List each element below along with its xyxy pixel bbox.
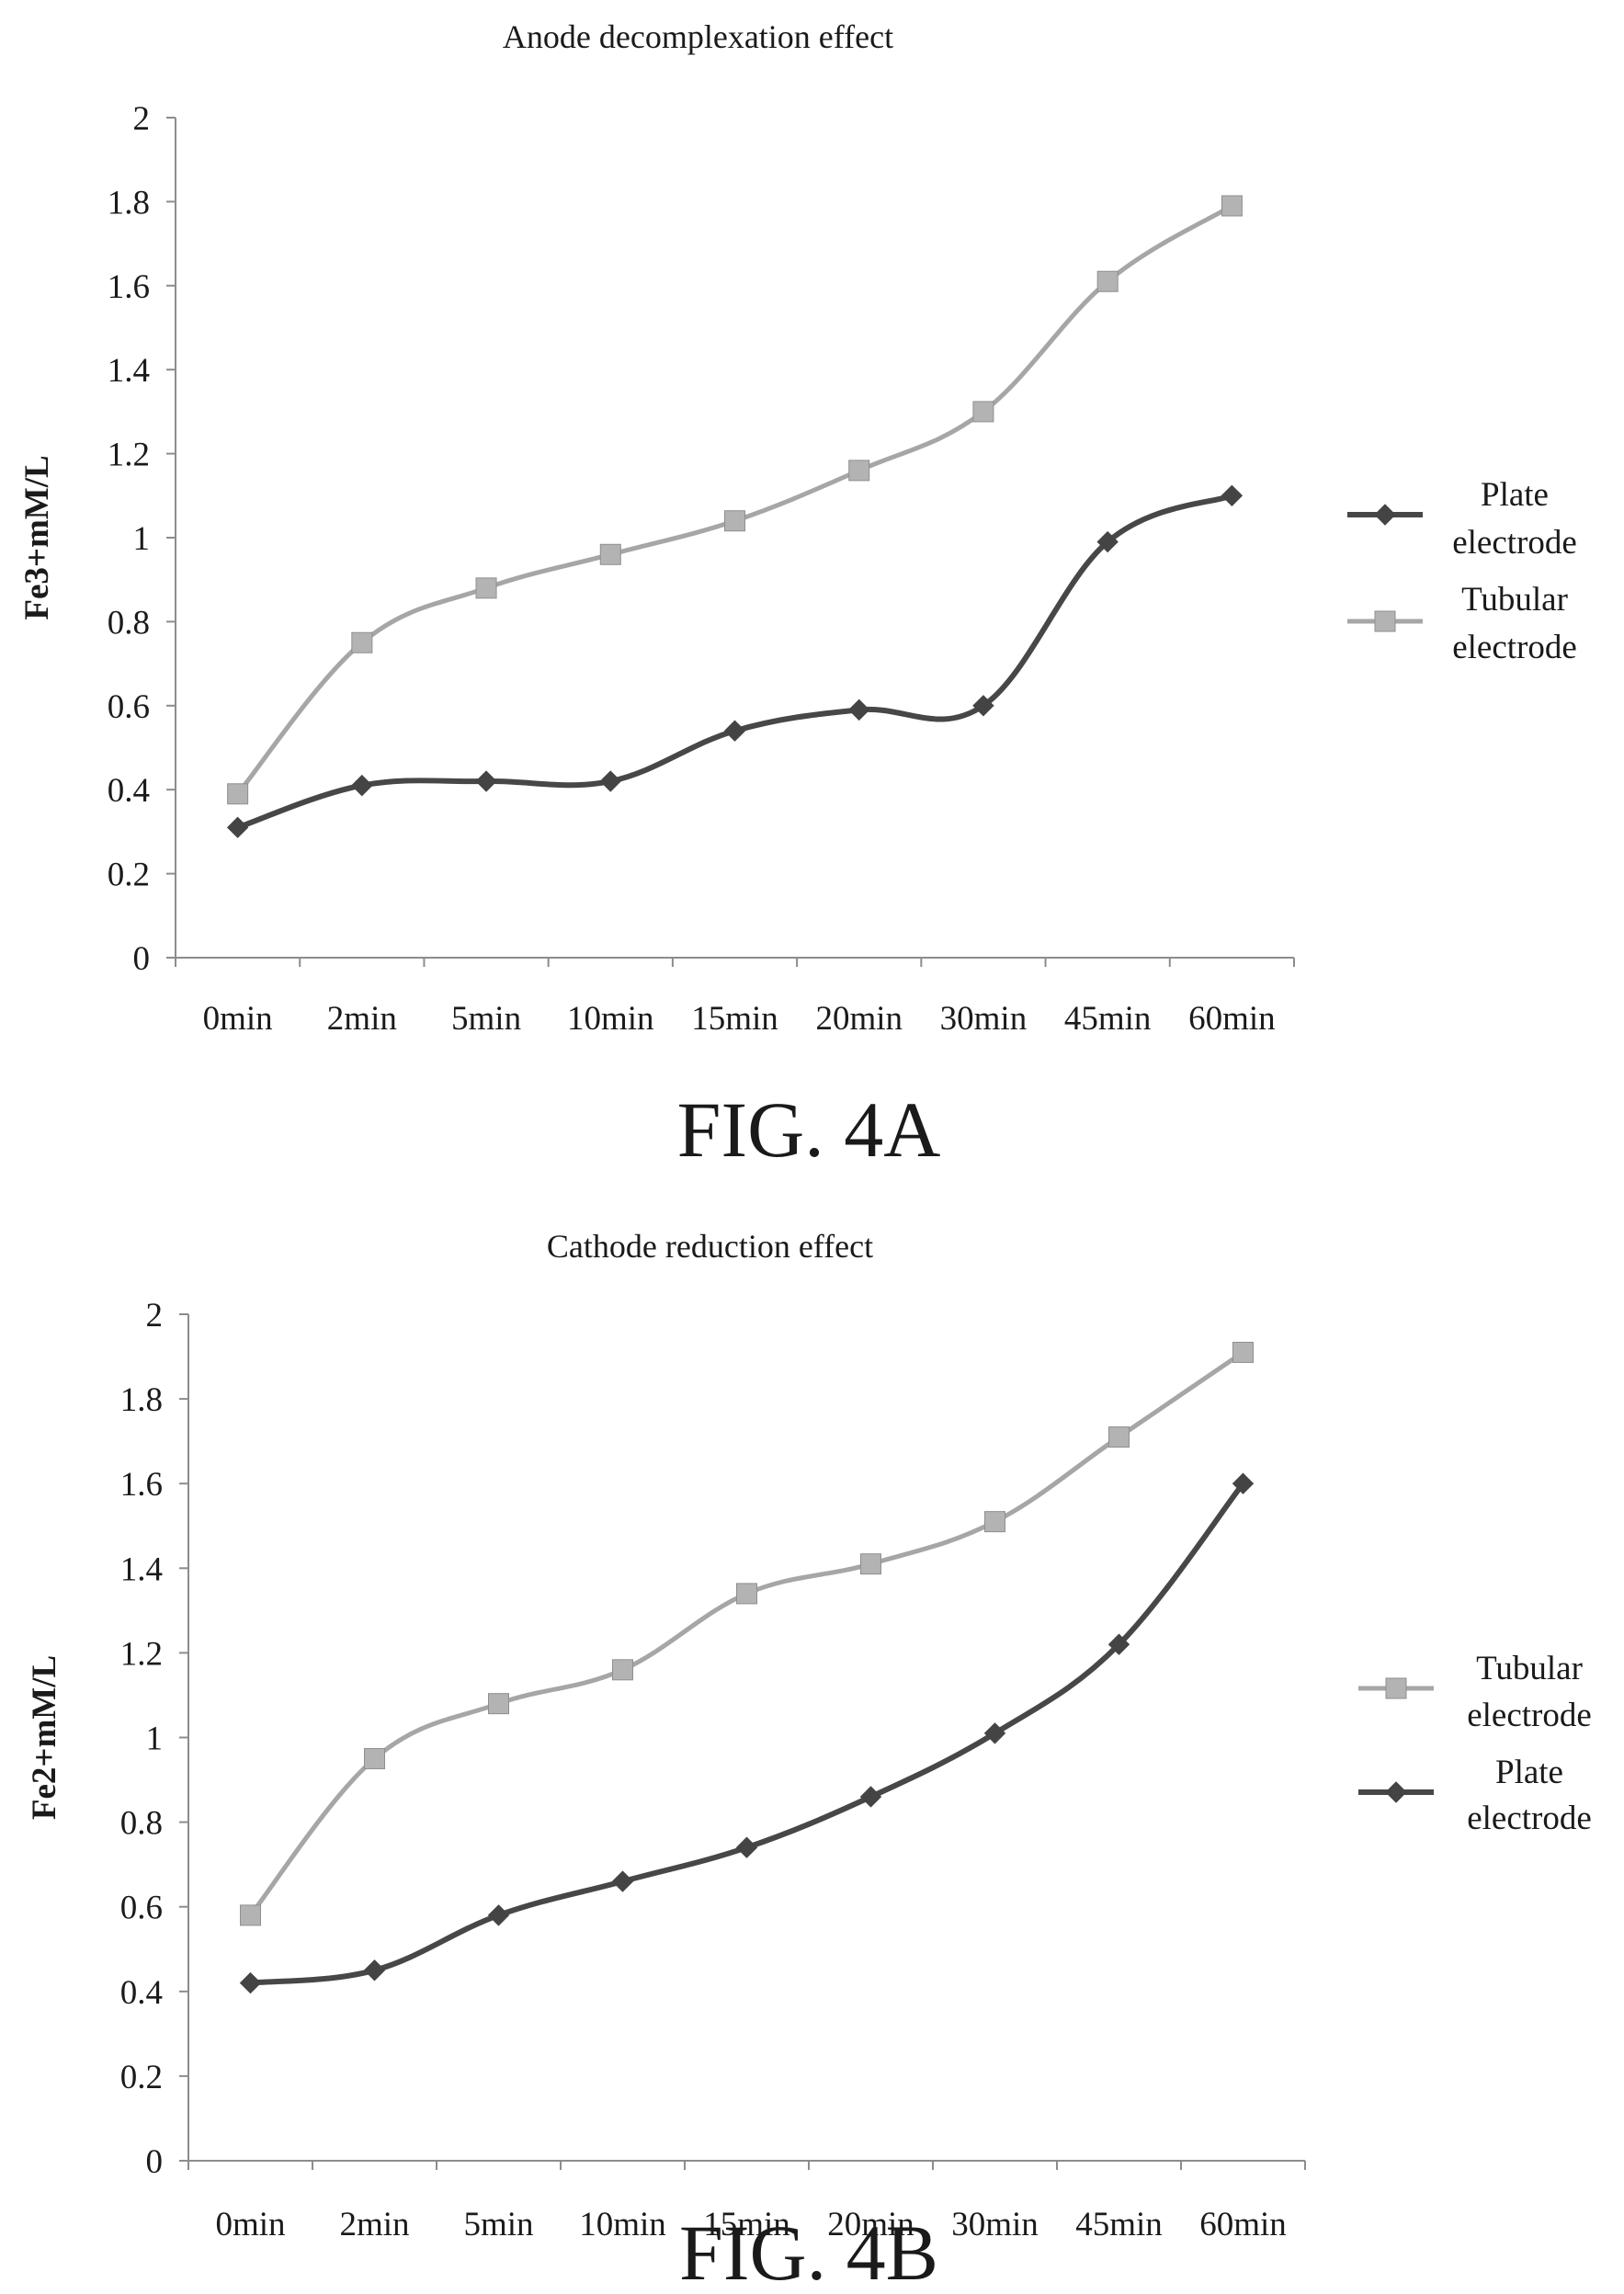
chart-2-y-tick-label: 0 bbox=[146, 2143, 164, 2181]
chart-2-legend-tubular-point-swatch bbox=[1385, 1677, 1407, 1699]
chart-2-y-tick-label: 0.6 bbox=[120, 1890, 163, 1927]
chart-1-y-tick-label: 0.8 bbox=[108, 604, 150, 642]
chart-2-y-tick-label: 0.2 bbox=[120, 2059, 163, 2096]
chart-2-series-plate-point-8 bbox=[1232, 1472, 1255, 1494]
chart-2-y-tick-label: 1.4 bbox=[120, 1550, 163, 1588]
chart-2-series-tubular-point-6 bbox=[984, 1511, 1005, 1533]
chart-2-x-tick-label: 2min bbox=[339, 2206, 409, 2243]
chart-2-series-tubular-point-4 bbox=[736, 1583, 757, 1605]
chart-1-series-tubular-point-0 bbox=[227, 783, 249, 805]
chart-1-series-tubular-point-8 bbox=[1221, 195, 1243, 217]
chart-1-y-tick-label: 1.2 bbox=[108, 437, 150, 474]
chart-2-x-tick-label: 30min bbox=[951, 2206, 1039, 2243]
chart-2-y-axis-label: Fe2+mM/L bbox=[26, 1655, 63, 1820]
chart-1-y-axis-label: Fe3+mM/L bbox=[18, 455, 56, 619]
chart-1-x-tick-label: 10min bbox=[567, 1000, 654, 1038]
chart-1-y-tick-label: 1.8 bbox=[108, 184, 150, 221]
chart-2-legend-tubular-label: Tubular electrode bbox=[1467, 1650, 1592, 1734]
chart-2-x-tick-label: 0min bbox=[215, 2206, 285, 2243]
chart-2-y-tick-label: 1.6 bbox=[120, 1466, 163, 1504]
chart-1-x-tick-label: 45min bbox=[1064, 1000, 1152, 1038]
chart-2-y-tick-label: 0.4 bbox=[120, 1974, 163, 2012]
chart-2-y-tick-label: 2 bbox=[146, 1297, 164, 1334]
chart-2-series-tubular-point-3 bbox=[612, 1659, 633, 1681]
chart-2-series-plate-point-6 bbox=[983, 1722, 1006, 1744]
chart-2-series-plate-point-3 bbox=[611, 1870, 634, 1892]
chart-1-series-tubular-point-1 bbox=[351, 631, 373, 653]
chart-1-legend-tubular-label: Tubular electrode bbox=[1452, 581, 1577, 666]
chart-1-series-plate-line bbox=[234, 493, 1235, 831]
chart-1-series-tubular-line bbox=[235, 203, 1234, 797]
chart-2-series-plate-line bbox=[247, 1481, 1246, 1986]
chart-2-series-plate-point-7 bbox=[1107, 1633, 1130, 1655]
chart-2-series-tubular-line bbox=[248, 1349, 1245, 1918]
chart-1-series-plate-point-6 bbox=[972, 695, 994, 717]
chart-1-series-plate-point-0 bbox=[226, 816, 249, 839]
chart-1-series-tubular-point-5 bbox=[848, 460, 870, 482]
chart-1-x-tick-label: 20min bbox=[815, 1000, 903, 1038]
chart-1-y-tick-label: 1.6 bbox=[108, 268, 150, 306]
chart-2-series-tubular-point-2 bbox=[488, 1693, 509, 1715]
chart-2-series-plate-point-0 bbox=[239, 1971, 262, 1994]
chart-1-series-plate-point-5 bbox=[848, 698, 870, 721]
chart-2-x-tick-label: 20min bbox=[827, 2206, 914, 2243]
chart-2-series-plate-point-2 bbox=[487, 1904, 510, 1926]
chart-1-series-plate-point-8 bbox=[1221, 484, 1244, 507]
chart-1-series-plate-point-2 bbox=[475, 770, 497, 792]
chart-1-y-tick-label: 0.4 bbox=[108, 772, 150, 810]
chart-2-x-tick-label: 5min bbox=[463, 2206, 533, 2243]
chart-2-x-tick-label: 15min bbox=[703, 2206, 790, 2243]
chart-2-series-plate-point-5 bbox=[859, 1786, 882, 1808]
chart-2-x-tick-label: 10min bbox=[579, 2206, 666, 2243]
chart-2-figure-label: FIG. 4B bbox=[679, 2209, 938, 2294]
chart-2-series-tubular-point-7 bbox=[1108, 1426, 1130, 1448]
chart-1-legend-plate-point-swatch bbox=[1374, 504, 1396, 526]
chart-1-series-plate-point-1 bbox=[351, 774, 373, 797]
chart-1-y-tick-label: 1 bbox=[133, 520, 151, 558]
chart-1-series-tubular-point-3 bbox=[599, 543, 621, 565]
chart-1-y-tick-label: 0.6 bbox=[108, 688, 150, 726]
chart-2-series-tubular-point-5 bbox=[860, 1553, 881, 1575]
chart-1-y-tick-label: 2 bbox=[133, 100, 151, 138]
chart-1-x-tick-label: 5min bbox=[451, 1000, 521, 1038]
chart-2-series-tubular-point-8 bbox=[1232, 1341, 1254, 1363]
chart-1-legend-plate-label: Plate electrode bbox=[1452, 476, 1577, 562]
chart-2-legend-plate-point-swatch bbox=[1385, 1781, 1407, 1803]
chart-2-legend-plate-label: Plate electrode bbox=[1467, 1754, 1592, 1837]
chart-1-series-tubular-point-6 bbox=[972, 401, 994, 423]
chart-1-x-tick-label: 60min bbox=[1188, 1000, 1276, 1038]
chart-2-x-tick-label: 45min bbox=[1075, 2206, 1163, 2243]
chart-2-x-tick-label: 60min bbox=[1199, 2206, 1287, 2243]
chart-1-title: Anode decomplexation effect bbox=[503, 18, 893, 55]
chart-2-y-tick-label: 1.2 bbox=[120, 1635, 163, 1673]
chart-1-series-tubular-point-7 bbox=[1096, 270, 1119, 292]
chart-1-figure-label: FIG. 4A bbox=[677, 1085, 941, 1174]
chart-1-series-plate-point-3 bbox=[599, 770, 621, 792]
chart-1-x-tick-label: 15min bbox=[691, 1000, 778, 1038]
chart-2-y-tick-label: 1.8 bbox=[120, 1381, 163, 1419]
chart-1-y-tick-label: 0 bbox=[133, 940, 151, 978]
chart-2-series-plate-point-4 bbox=[735, 1836, 758, 1858]
chart-2-y-tick-label: 0.8 bbox=[120, 1805, 163, 1843]
chart-1-x-tick-label: 0min bbox=[203, 1000, 273, 1038]
chart-1-y-tick-label: 0.2 bbox=[108, 857, 150, 894]
chart-2-series-plate-point-1 bbox=[363, 1959, 386, 1982]
chart-1-x-tick-label: 2min bbox=[327, 1000, 397, 1038]
chart-2-series-tubular-point-1 bbox=[364, 1748, 385, 1770]
chart-1-x-tick-label: 30min bbox=[940, 1000, 1028, 1038]
chart-1-series-tubular-point-2 bbox=[475, 577, 497, 599]
chart-2-y-tick-label: 1 bbox=[146, 1720, 164, 1758]
chart-1-series-tubular-point-4 bbox=[724, 510, 745, 532]
chart-1-legend-tubular-point-swatch bbox=[1374, 610, 1396, 632]
chart-1-series-plate-point-7 bbox=[1096, 530, 1119, 553]
chart-1-series-plate-point-4 bbox=[723, 720, 746, 742]
chart-1-y-tick-label: 1.4 bbox=[108, 352, 150, 390]
chart-2-series-tubular-point-0 bbox=[240, 1904, 261, 1926]
chart-2-title: Cathode reduction effect bbox=[547, 1228, 873, 1265]
